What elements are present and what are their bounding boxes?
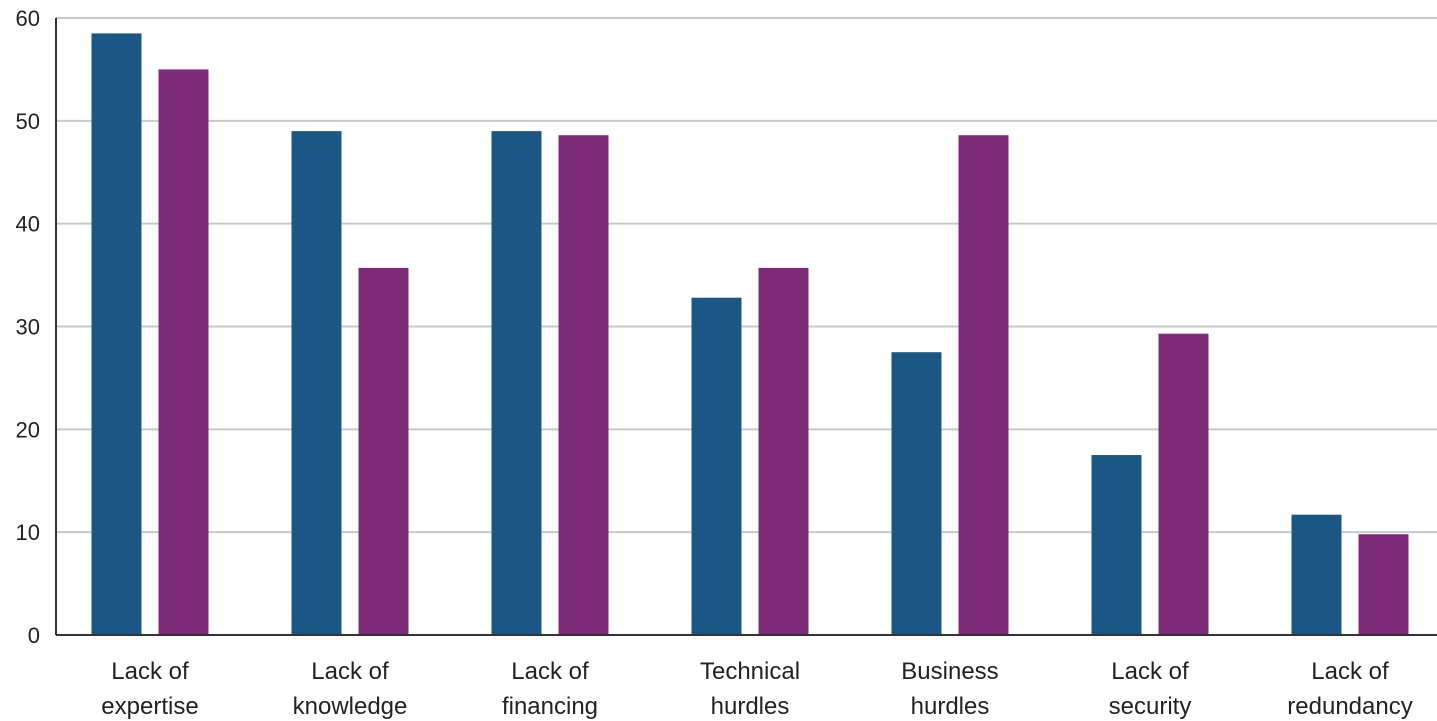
y-tick-label: 0 — [28, 623, 40, 648]
bar-series2-5 — [1158, 333, 1209, 635]
category-label: Technical — [700, 658, 800, 685]
category-label: hurdles — [711, 693, 790, 720]
bar-series2-6 — [1358, 534, 1409, 635]
y-tick-label: 10 — [16, 520, 40, 545]
category-label: knowledge — [293, 693, 408, 720]
bar-series2-4 — [958, 135, 1009, 636]
category-label: financing — [502, 693, 598, 720]
y-tick-label: 20 — [16, 417, 40, 442]
y-tick-label: 50 — [16, 109, 40, 134]
category-label: hurdles — [911, 693, 990, 720]
gridlines — [56, 17, 1437, 534]
bar-series2-0 — [158, 69, 209, 635]
bar-series1-6 — [1291, 514, 1342, 635]
category-label: Lack of — [511, 658, 589, 685]
category-label: security — [1109, 693, 1192, 720]
category-label: redundancy — [1287, 693, 1412, 720]
bar-series1-2 — [491, 131, 542, 635]
category-label: Lack of — [1311, 658, 1389, 685]
category-label: Lack of — [1111, 658, 1189, 685]
y-tick-label: 60 — [16, 6, 40, 31]
bar-series1-1 — [291, 131, 342, 635]
bar-series1-0 — [91, 33, 142, 636]
category-labels: Lack of expertise Lack of knowledge Lack of f… — [101, 658, 1412, 720]
bar-series2-3 — [758, 267, 809, 635]
bar-series2-2 — [558, 135, 609, 636]
category-label: Business — [901, 658, 998, 685]
category-label: Lack of — [311, 658, 389, 685]
y-tick-label: 30 — [16, 315, 40, 340]
bar-series1-4 — [891, 352, 942, 635]
y-tick-labels: 0 10 20 30 40 50 60 — [16, 6, 40, 648]
axes — [55, 18, 1437, 636]
category-label: expertise — [101, 693, 198, 720]
bar-series2-1 — [358, 267, 409, 635]
category-label: Lack of — [111, 658, 189, 685]
y-tick-label: 40 — [16, 212, 40, 237]
bars — [91, 33, 1409, 636]
bar-series1-5 — [1091, 455, 1142, 635]
bar-series1-3 — [691, 297, 742, 635]
